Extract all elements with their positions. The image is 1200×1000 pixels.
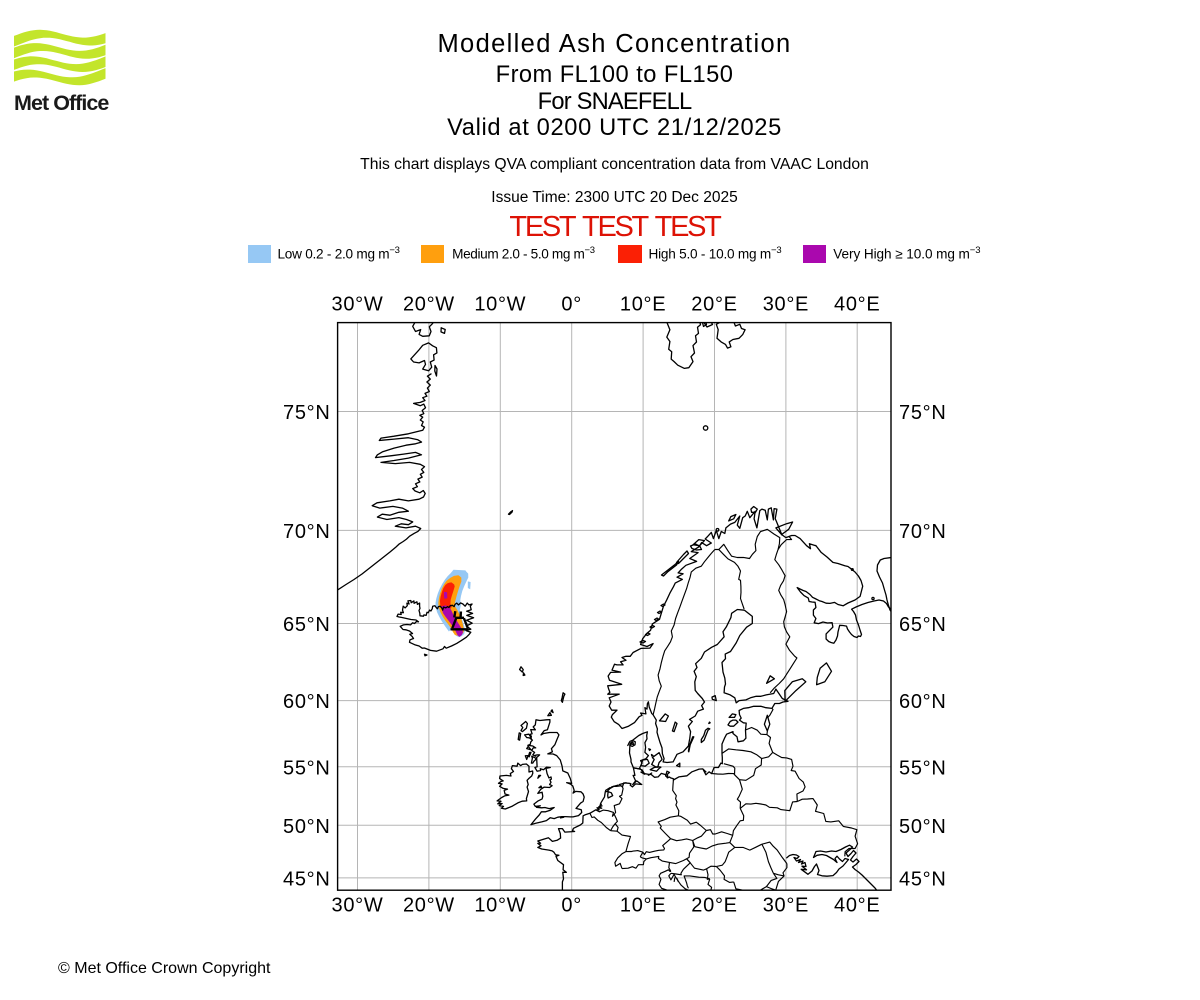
svg-text:30°W: 30°W — [332, 894, 384, 916]
svg-text:10°W: 10°W — [474, 293, 526, 315]
svg-text:40°E: 40°E — [834, 894, 880, 916]
svg-text:50°N: 50°N — [283, 816, 331, 838]
svg-text:20°W: 20°W — [403, 293, 455, 315]
svg-text:20°W: 20°W — [403, 894, 455, 916]
svg-text:0°: 0° — [561, 894, 582, 916]
svg-text:45°N: 45°N — [283, 869, 331, 891]
svg-text:60°N: 60°N — [899, 691, 947, 713]
svg-text:10°W: 10°W — [474, 894, 526, 916]
svg-text:45°N: 45°N — [899, 869, 947, 891]
svg-text:55°N: 55°N — [899, 757, 947, 779]
svg-text:70°N: 70°N — [283, 521, 331, 543]
svg-text:50°N: 50°N — [899, 816, 947, 838]
svg-text:20°E: 20°E — [691, 293, 737, 315]
svg-text:10°E: 10°E — [620, 293, 666, 315]
svg-text:30°E: 30°E — [763, 293, 809, 315]
svg-text:75°N: 75°N — [899, 402, 947, 424]
svg-text:0°: 0° — [561, 293, 582, 315]
svg-text:65°N: 65°N — [283, 614, 331, 636]
svg-text:60°N: 60°N — [283, 691, 331, 713]
svg-text:70°N: 70°N — [899, 521, 947, 543]
svg-text:30°E: 30°E — [763, 894, 809, 916]
svg-text:20°E: 20°E — [691, 894, 737, 916]
svg-text:65°N: 65°N — [899, 614, 947, 636]
svg-text:30°W: 30°W — [332, 293, 384, 315]
svg-text:40°E: 40°E — [834, 293, 880, 315]
svg-text:55°N: 55°N — [283, 757, 331, 779]
svg-text:75°N: 75°N — [283, 402, 331, 424]
svg-text:10°E: 10°E — [620, 894, 666, 916]
